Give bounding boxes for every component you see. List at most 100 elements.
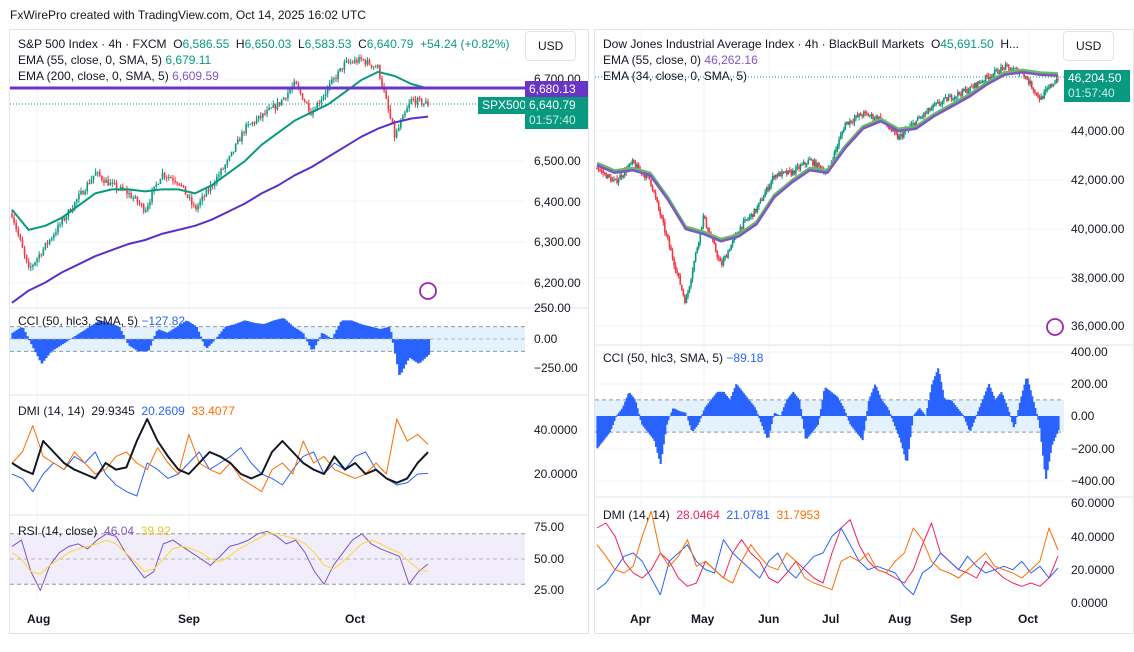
cci-bar: [994, 399, 997, 416]
candle-body: [633, 159, 635, 164]
cci-bar: [310, 339, 314, 350]
candle-body: [856, 115, 859, 117]
cci-bar: [61, 339, 65, 345]
time-tick: May: [691, 612, 715, 626]
candle-body: [42, 248, 45, 256]
candle-body: [295, 81, 298, 85]
cci-bar: [980, 403, 983, 416]
cci-bar: [784, 403, 787, 416]
candle-body: [155, 184, 158, 187]
left-ema55-legend[interactable]: EMA (55, close, 0, SMA, 5) 6,679.11: [18, 53, 211, 68]
candle-body: [611, 179, 614, 182]
cci-bar: [362, 324, 366, 339]
cci-bar: [941, 389, 944, 416]
cci-bar: [627, 393, 630, 416]
cci-bar: [738, 387, 741, 416]
candle-body: [778, 172, 780, 177]
rsi-ma-value: 39.92: [140, 524, 171, 538]
candle-body: [940, 104, 942, 106]
right-cci-legend[interactable]: CCI (50, hlc3, SMA, 5) −89.18: [603, 351, 763, 366]
cci-bar: [316, 339, 320, 342]
cci-bar: [293, 327, 297, 339]
left-rsi-legend[interactable]: RSI (14, close) 46.04 39.92: [18, 524, 171, 539]
cci-bar: [613, 416, 616, 422]
right-currency-button[interactable]: USD: [1063, 31, 1115, 61]
left-title[interactable]: S&P 500 Index · 4h · FXCM: [18, 37, 167, 51]
candle-body: [742, 220, 745, 229]
cci-bar: [153, 335, 157, 339]
last-price: 46,204.50: [1068, 71, 1122, 85]
cci-bar: [15, 330, 19, 339]
cci-bar: [63, 339, 67, 343]
cci-bar: [932, 380, 935, 416]
candle-body: [983, 81, 985, 83]
candle-body: [1049, 84, 1052, 88]
candle-body: [679, 275, 682, 285]
cci-bar: [696, 416, 699, 426]
candle-body: [389, 109, 392, 119]
candle-body: [222, 168, 224, 170]
candle-body: [667, 234, 669, 239]
cci-bar: [997, 396, 1000, 416]
cci-bar: [988, 383, 991, 416]
cci-bar: [306, 339, 309, 342]
candle-body: [253, 122, 256, 124]
candle-body: [889, 127, 891, 130]
candle-body: [719, 258, 722, 262]
ema-label: EMA (200, close, 0, SMA, 5): [18, 69, 169, 83]
cci-bar: [969, 416, 972, 431]
cci-bar: [693, 416, 696, 430]
cci-bar: [719, 391, 722, 416]
candle-body: [697, 242, 700, 248]
candle-body: [176, 182, 178, 184]
right-dmi-legend[interactable]: DMI (14, 14) 28.0464 21.0781 31.7953: [603, 508, 820, 523]
cci-bar: [1000, 392, 1003, 416]
candle-body: [620, 175, 623, 178]
cci-bar: [354, 322, 357, 339]
cci-bar: [648, 416, 651, 435]
cci-bar: [676, 410, 679, 416]
candle-body: [103, 180, 105, 183]
left-cci-legend[interactable]: CCI (50, hlc3, SMA, 5) −127.82: [18, 314, 185, 329]
left-currency-button[interactable]: USD: [525, 31, 577, 61]
candle-body: [833, 151, 836, 161]
right-ema34-legend[interactable]: EMA (34, close, 0, SMA, 5): [603, 69, 747, 84]
cci-bar: [55, 339, 58, 349]
cci-bar: [1004, 403, 1008, 416]
cci-bar: [699, 416, 702, 419]
candle-body: [195, 205, 197, 210]
right-title[interactable]: Dow Jones Industrial Average Index · 4h …: [603, 37, 925, 51]
candle-body: [138, 202, 141, 204]
left-ema200-legend[interactable]: EMA (200, close, 0, SMA, 5) 6,609.59: [18, 69, 219, 84]
cci-bar: [761, 416, 764, 427]
candle-body: [634, 163, 637, 168]
candle-body: [372, 66, 375, 68]
cci-bar: [866, 410, 869, 416]
cci-bar: [304, 337, 307, 339]
candle-body: [660, 215, 663, 218]
cci-bar: [412, 339, 416, 361]
right-ema55-legend[interactable]: EMA (55, close, 0) 46,262.16: [603, 53, 758, 68]
cci-tick: −400.00: [1071, 474, 1115, 488]
cci-bar: [333, 333, 337, 339]
cci-bar: [416, 339, 420, 364]
candle-body: [1046, 88, 1049, 91]
cci-bar: [667, 416, 670, 421]
candle-body: [46, 242, 49, 244]
candle-body: [418, 98, 421, 100]
left-dmi-legend[interactable]: DMI (14, 14) 29.9345 20.2609 33.4077: [18, 404, 235, 419]
cci-bar: [875, 386, 878, 416]
candle-body: [619, 175, 621, 180]
candle-body: [274, 104, 277, 110]
cci-bar: [767, 416, 770, 438]
price-tick: 42,000.00: [1071, 173, 1125, 187]
cci-bar: [963, 416, 966, 418]
cci-tick: 250.00: [534, 301, 571, 315]
candle-body: [207, 189, 210, 192]
candle-body: [78, 194, 80, 200]
candle-body: [322, 96, 325, 100]
candle-body: [731, 240, 734, 245]
low-value: 6,583.53: [304, 37, 352, 51]
candle-body: [391, 118, 394, 124]
